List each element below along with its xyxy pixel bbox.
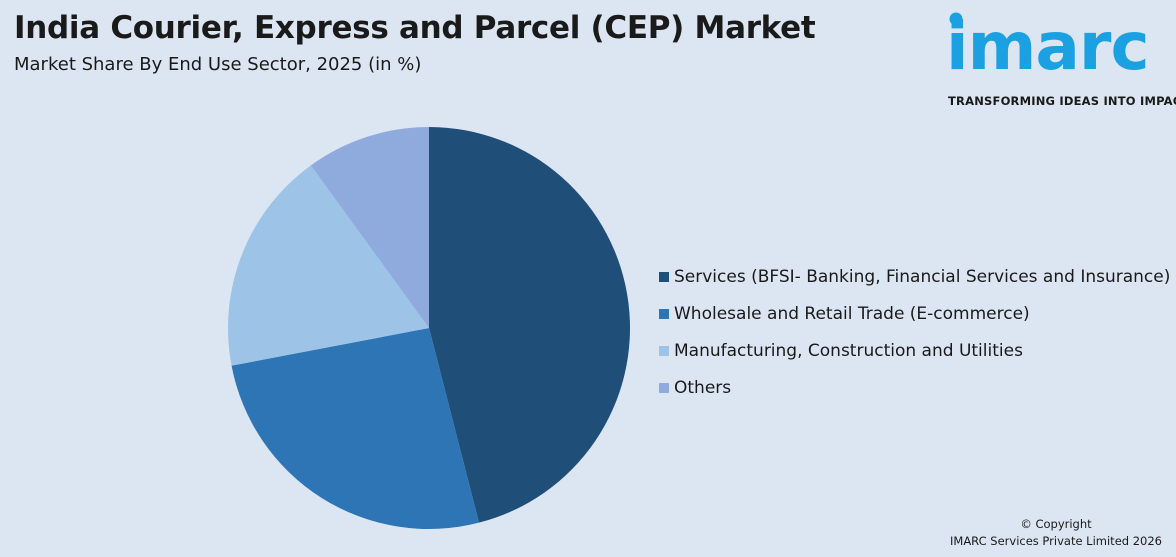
legend-item-4: Others — [659, 369, 1170, 406]
pie-chart — [228, 127, 630, 529]
legend-item-2: Wholesale and Retail Trade (E-commerce) — [659, 295, 1170, 332]
legend-swatch — [659, 271, 669, 282]
logo-dot-icon — [949, 12, 963, 26]
logo-tagline: TRANSFORMING IDEAS INTO IMPACT — [948, 94, 1176, 108]
copyright: © Copyright IMARC Services Private Limit… — [950, 516, 1162, 550]
legend-item-3: Manufacturing, Construction and Utilitie… — [659, 332, 1170, 369]
chart-legend: Services (BFSI- Banking, Financial Servi… — [659, 258, 1170, 406]
logo-wordmark: imarc — [946, 8, 1150, 85]
legend-item-1: Services (BFSI- Banking, Financial Servi… — [659, 258, 1170, 295]
legend-label: Wholesale and Retail Trade (E-commerce) — [674, 303, 1030, 324]
chart-title: India Courier, Express and Parcel (CEP) … — [14, 10, 816, 46]
chart-subtitle: Market Share By End Use Sector, 2025 (in… — [14, 54, 422, 75]
legend-swatch — [659, 382, 669, 393]
pie-slice-1 — [429, 127, 630, 523]
legend-swatch — [659, 345, 669, 356]
legend-label: Manufacturing, Construction and Utilitie… — [674, 340, 1023, 361]
legend-label: Services (BFSI- Banking, Financial Servi… — [674, 266, 1171, 287]
copyright-line-2: IMARC Services Private Limited 2026 — [950, 534, 1162, 548]
pie-slice-4 — [310, 127, 429, 328]
imarc-logo: imarc TRANSFORMING IDEAS INTO IMPACT — [946, 8, 1176, 108]
pie-slice-3 — [228, 165, 429, 366]
pie-slice-2 — [231, 328, 479, 529]
copyright-line-1: © Copyright — [1020, 517, 1092, 531]
legend-label: Others — [674, 377, 732, 398]
legend-swatch — [659, 308, 669, 319]
